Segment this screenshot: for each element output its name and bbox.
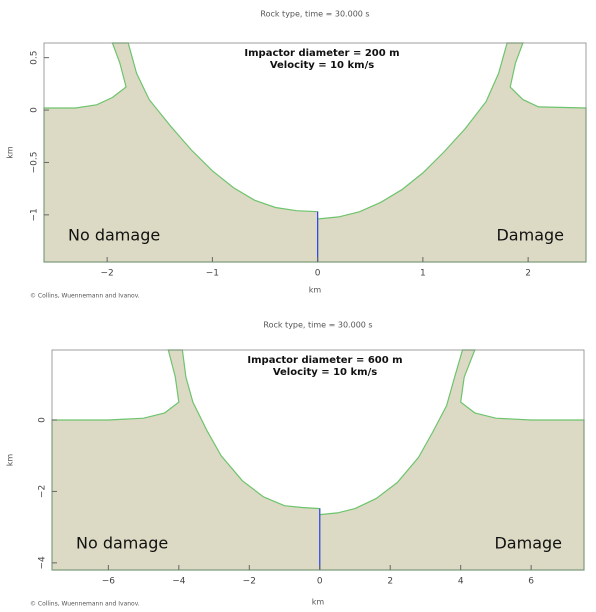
x-axis-label: km bbox=[312, 598, 325, 607]
y-tick-label: −2 bbox=[38, 485, 48, 498]
x-tick-label: −6 bbox=[102, 577, 116, 587]
chart-title: Rock type, time = 30.000 s bbox=[260, 10, 369, 19]
x-tick-label: 2 bbox=[387, 577, 393, 587]
y-tick-label: −4 bbox=[38, 556, 48, 570]
region-label: Damage bbox=[496, 226, 564, 245]
x-tick-label: 1 bbox=[420, 269, 426, 279]
x-tick-label: 4 bbox=[458, 577, 464, 587]
y-tick-label: 0.5 bbox=[30, 51, 40, 65]
credit: © Collins, Wuennemann and Ivanov. bbox=[30, 601, 140, 608]
x-tick-label: 0 bbox=[315, 269, 321, 279]
x-axis-label: km bbox=[309, 286, 322, 295]
y-axis-label: km bbox=[6, 146, 15, 159]
x-tick-label: 0 bbox=[317, 577, 323, 587]
x-tick-label: 6 bbox=[528, 577, 534, 587]
figure: Rock type, time = 30.000 s −2 −1 0 1 2 −1 −0.5 0… bbox=[0, 0, 596, 608]
region-label: No damage bbox=[76, 534, 168, 553]
x-tick-label: 2 bbox=[525, 269, 531, 279]
annotation: Velocity = 10 km/s bbox=[270, 60, 374, 71]
y-tick-label: 0 bbox=[30, 107, 40, 113]
annotation: Impactor diameter = 600 m bbox=[247, 355, 402, 366]
page: Rock type, time = 30.000 s −2 −1 0 1 2 −1 −0.5 0… bbox=[0, 0, 596, 612]
credit: © Collins, Wuennemann and Ivanov. bbox=[30, 293, 140, 300]
y-tick-label: 0 bbox=[38, 417, 48, 423]
y-axis-label: km bbox=[6, 454, 15, 467]
x-tick-label: −4 bbox=[172, 577, 186, 587]
x-tick-label: −1 bbox=[206, 269, 219, 279]
region-label: Damage bbox=[494, 534, 562, 553]
chart-title: Rock type, time = 30.000 s bbox=[263, 321, 372, 330]
x-tick-label: −2 bbox=[101, 269, 114, 279]
y-tick-label: −0.5 bbox=[30, 152, 40, 174]
annotation: Velocity = 10 km/s bbox=[273, 367, 377, 378]
x-tick-label: −2 bbox=[243, 577, 256, 587]
region-label: No damage bbox=[68, 226, 160, 245]
y-tick-label: −1 bbox=[30, 208, 40, 221]
annotation: Impactor diameter = 200 m bbox=[244, 48, 399, 59]
